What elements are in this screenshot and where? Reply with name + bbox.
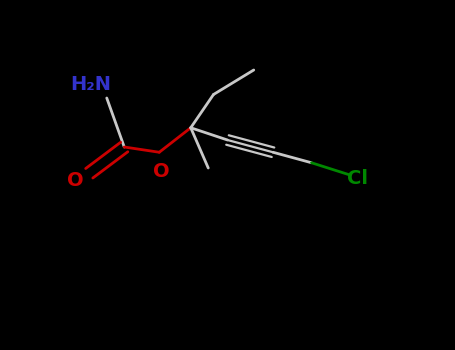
Text: O: O [153, 162, 169, 181]
Text: Cl: Cl [347, 169, 368, 188]
Text: H₂N: H₂N [71, 75, 111, 93]
Text: O: O [67, 171, 84, 190]
